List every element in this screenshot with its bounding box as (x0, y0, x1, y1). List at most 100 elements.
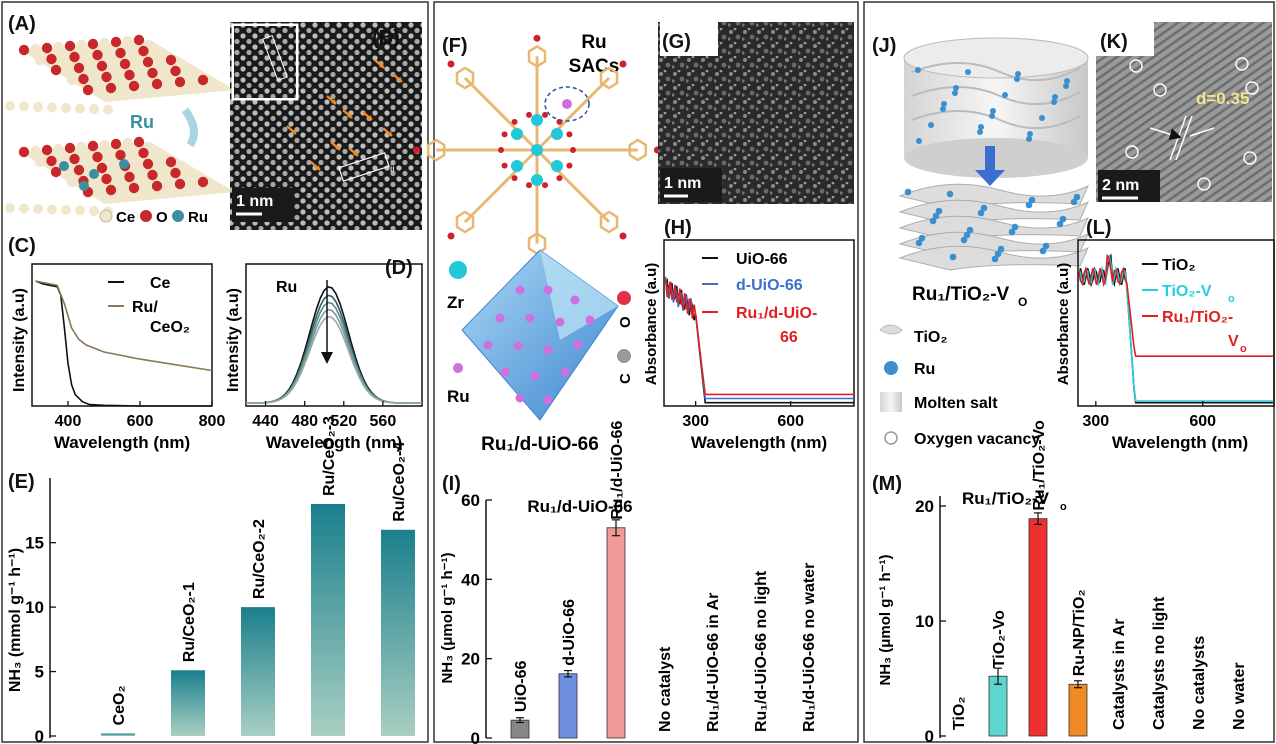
category-label: No water (1231, 662, 1248, 730)
ceria-edge-atom (103, 104, 113, 115)
o-atom (501, 131, 508, 138)
y-tick-label: 60 (461, 491, 480, 510)
benzene-ring (599, 210, 619, 234)
panel-l-axes (1077, 239, 1275, 407)
scalebar-k: 2 nm (1102, 177, 1139, 194)
ru-atom-icon-j (884, 361, 898, 375)
ceria-atom (73, 164, 85, 176)
ru-dot (980, 204, 988, 212)
legend-ru: Ru (188, 209, 208, 226)
y-tick-label: 0 (35, 727, 44, 744)
category-label: Ru/CeO₂-4 (391, 442, 408, 522)
ru-dot (928, 122, 934, 128)
category-label: Ru/CeO₂-1 (181, 582, 198, 662)
series-line-0 (1077, 253, 1273, 404)
bar (171, 670, 205, 736)
ceria-atom (154, 55, 165, 67)
ceria-atom (99, 139, 110, 151)
region-marker: ii (390, 164, 394, 175)
o-atom (413, 146, 421, 154)
ceria-atom (147, 67, 158, 79)
ru-dot (1002, 92, 1008, 98)
y-tick-label: 10 (25, 598, 44, 617)
x-tick-label: 560 (370, 413, 397, 430)
ru-dot (1064, 78, 1070, 84)
zr-atom (531, 114, 543, 126)
ru-dot (1028, 196, 1036, 204)
sheet-curve (911, 62, 1081, 81)
panel-e: (E) 0 5 10 15 CeO₂ Ru/CeO₂-1 Ru/CeO₂-2 Ru/CeO₂-… (7, 416, 415, 744)
panel-e-ylabel: NH₃ (mmol g⁻¹ h⁻¹) (7, 548, 24, 692)
panel-i-ylabel: NH₃ (μmol g⁻¹ h⁻¹) (439, 552, 456, 683)
ceria-atom (128, 80, 140, 92)
legend-h-duio: d-UiO-66 (736, 277, 803, 294)
ru-dot (994, 250, 1002, 258)
panel-h-ylabel: Absorbance (a.u) (643, 263, 660, 386)
ru-dot (1056, 220, 1064, 228)
ru-atom-icon-f (453, 363, 463, 373)
benzene-ring (527, 44, 547, 68)
category-label: d-UiO-66 (561, 599, 578, 666)
series-line-0 (664, 277, 854, 404)
ru-dot (1063, 83, 1069, 89)
ceria-atom (108, 59, 119, 71)
category-label: UiO-66 (513, 660, 530, 712)
ru-dot (1042, 242, 1050, 250)
oxygen-vacancy-icon (884, 431, 898, 445)
series-line-2 (664, 279, 854, 396)
arrow-head (335, 145, 340, 150)
ceria-edge-atom (5, 101, 15, 111)
deposition-arrow (181, 107, 198, 148)
benzene-ring (628, 138, 648, 162)
panel-m-headline-sub: o (1060, 501, 1067, 513)
ceria-atom (80, 152, 92, 164)
ru-dot (949, 253, 957, 261)
ceria-slab-top-atoms (5, 34, 209, 115)
panel-l-plot: 300 600 (1077, 253, 1273, 430)
ceria-atom (131, 159, 142, 171)
category-label: Ru₁/d-UiO-66 no light (753, 570, 770, 732)
ru-dot (989, 113, 995, 119)
ceria-atom (34, 54, 46, 66)
ceria-edge-atom (5, 203, 15, 213)
ru-dot (941, 101, 947, 107)
o-atom (619, 232, 627, 240)
ru-dot (1039, 115, 1045, 121)
o-atom (447, 232, 455, 240)
zr-atom (511, 128, 523, 140)
y-tick-label: 20 (915, 497, 934, 516)
ceria-atom (66, 176, 78, 188)
zr-atom (531, 174, 543, 186)
ceria-edge-atom (33, 204, 43, 214)
ceria-atom (138, 45, 149, 57)
ru-dot (940, 106, 946, 112)
arrow-head (347, 113, 352, 118)
o-atom (501, 162, 508, 169)
ceria-atom (57, 52, 69, 64)
ru-label-f: Ru (447, 387, 470, 406)
ceria-atom (117, 81, 128, 93)
o-atom (556, 175, 563, 182)
panel-c-ylabel: Intensity (a.u) (11, 288, 28, 392)
x-tick-label: 600 (777, 413, 804, 430)
ceria-atom (110, 138, 122, 150)
ru-dot (1026, 136, 1032, 142)
octahedron-body (461, 249, 619, 421)
panel-d-xlabel: Wavelength (nm) (266, 433, 402, 452)
ceria-atom (80, 50, 92, 62)
ceria-atom (133, 136, 145, 148)
vacancy-ring (1243, 151, 1257, 165)
ceria-atom (82, 84, 94, 96)
c-label-f: C (617, 373, 634, 384)
linker (463, 148, 539, 224)
ru-dot (946, 190, 954, 198)
scalebar-b: 1 nm (236, 193, 273, 210)
ru-dot (1015, 71, 1021, 77)
legend-c-ru: Ru/ (132, 299, 158, 316)
column-left-frame (1, 1, 429, 743)
ru-atom (483, 340, 493, 350)
ceria-edge-atom (33, 102, 43, 112)
ceria-edge-atom (89, 104, 99, 114)
